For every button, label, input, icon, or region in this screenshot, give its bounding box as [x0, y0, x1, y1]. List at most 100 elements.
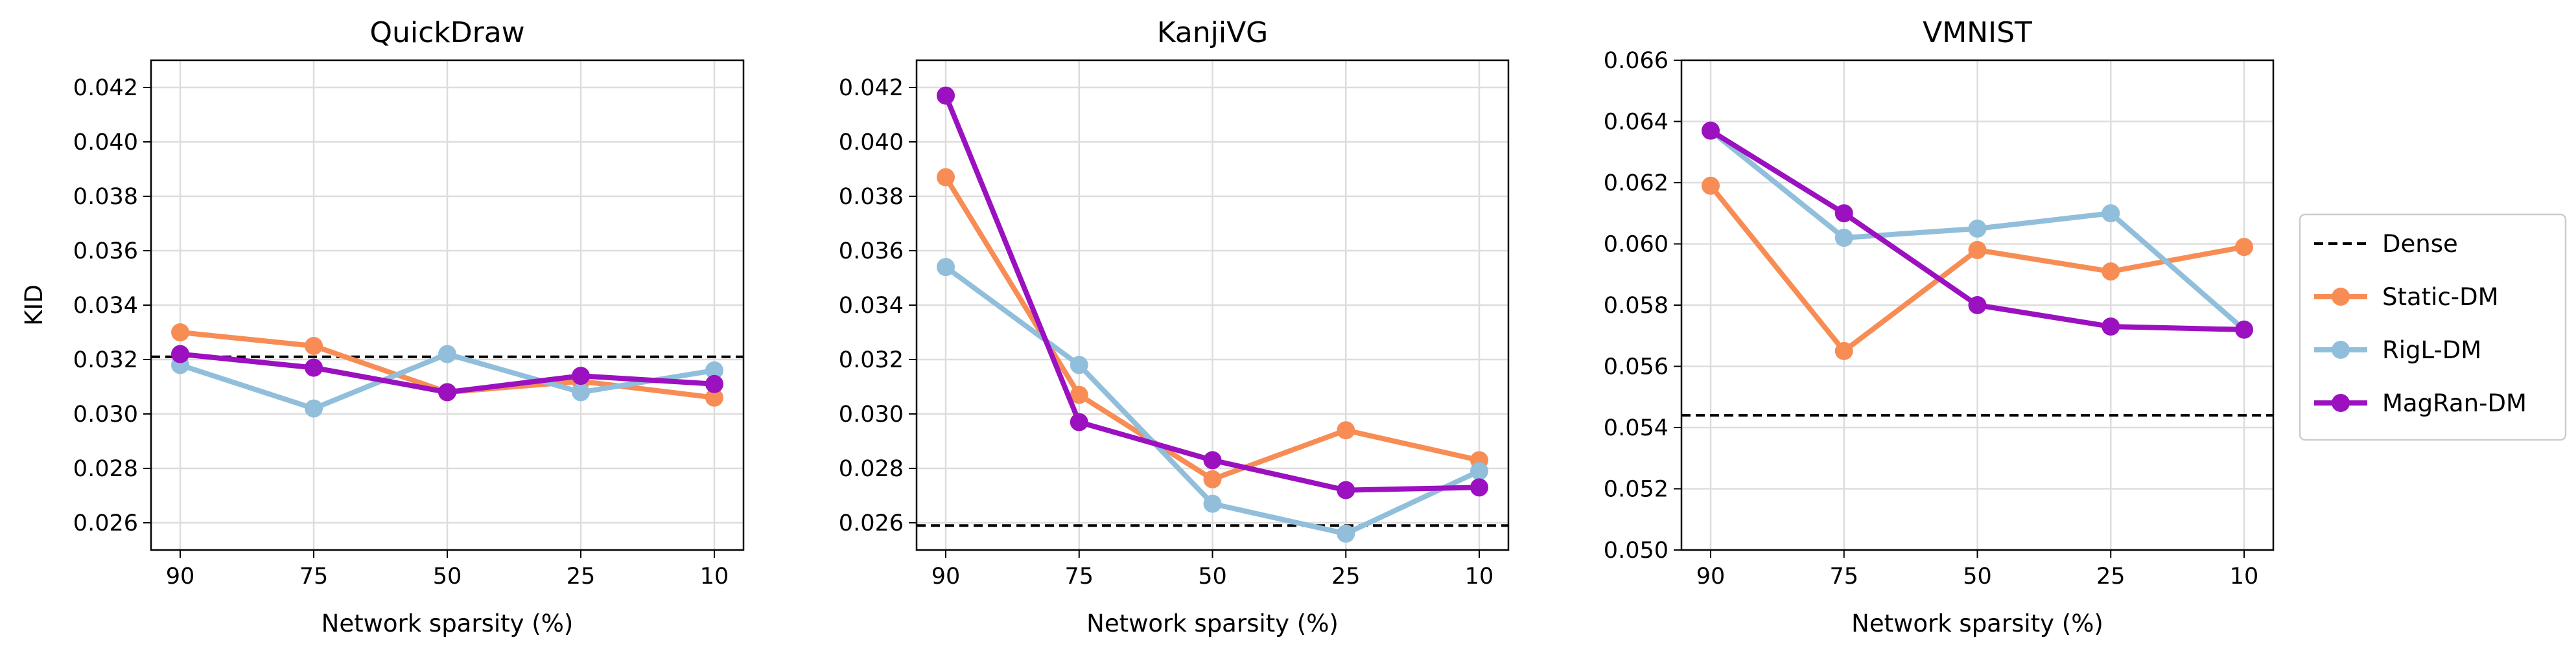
legend-swatch-marker: [2332, 341, 2350, 359]
x-tick-label: 75: [1064, 564, 1094, 590]
x-tick-label: 75: [1829, 564, 1858, 590]
data-point-static-dm: [2235, 238, 2253, 257]
legend-label: Static-DM: [2382, 283, 2499, 311]
y-tick-label: 0.064: [1604, 109, 1669, 135]
y-tick-label: 0.036: [839, 238, 904, 264]
data-point-static-dm: [1203, 470, 1222, 488]
legend-item-dense: Dense: [2314, 230, 2458, 258]
legend-label: RigL-DM: [2382, 336, 2481, 364]
y-tick-label: 0.034: [839, 293, 904, 319]
data-point-magran-dm: [1203, 451, 1222, 470]
legend-item-magran-dm: MagRan-DM: [2314, 389, 2527, 417]
panel-title: KanjiVG: [1157, 16, 1269, 49]
data-point-rigl-dm: [1337, 524, 1355, 543]
data-point-magran-dm: [1702, 121, 1720, 140]
x-tick-label: 10: [2230, 564, 2259, 590]
y-tick-label: 0.042: [839, 75, 904, 101]
data-point-static-dm: [1702, 176, 1720, 195]
legend-swatch-marker: [2332, 394, 2350, 412]
x-tick-label: 75: [299, 564, 329, 590]
y-tick-label: 0.038: [839, 184, 904, 210]
y-tick-label: 0.056: [1604, 354, 1669, 380]
y-tick-label: 0.058: [1604, 293, 1669, 319]
x-tick-label: 50: [433, 564, 462, 590]
data-point-static-dm: [1968, 240, 1987, 259]
data-point-static-dm: [705, 388, 723, 407]
y-tick-label: 0.052: [1604, 477, 1669, 503]
plot-frame: [915, 59, 1510, 551]
data-point-magran-dm: [1070, 413, 1088, 431]
x-axis-label: Network sparsity (%): [322, 610, 574, 637]
data-point-magran-dm: [1337, 481, 1355, 499]
data-point-magran-dm: [572, 367, 590, 385]
data-point-rigl-dm: [305, 399, 323, 418]
x-axis-label: Network sparsity (%): [1086, 610, 1339, 637]
y-tick-label: 0.040: [839, 130, 904, 155]
x-tick-label: 10: [1465, 564, 1494, 590]
x-tick-label: 90: [166, 564, 195, 590]
y-tick-label: 0.026: [839, 510, 904, 536]
data-point-static-dm: [1337, 421, 1355, 440]
panel-quickdraw: 0.026 0.028 0.030 0.032 0.034 0.036 0.038 0.040…: [20, 16, 745, 637]
y-tick-label: 0.030: [839, 402, 904, 428]
x-tick-label: 10: [700, 564, 729, 590]
data-point-rigl-dm: [705, 361, 723, 380]
y-tick-label: 0.040: [73, 130, 138, 155]
x-tick-label: 25: [1331, 564, 1361, 590]
y-tick-label: 0.038: [73, 184, 138, 210]
y-tick-label: 0.032: [73, 347, 138, 373]
data-point-rigl-dm: [572, 383, 590, 402]
data-point-static-dm: [2102, 262, 2120, 281]
x-tick-label: 90: [1696, 564, 1726, 590]
data-point-rigl-dm: [1070, 356, 1088, 374]
legend-label: MagRan-DM: [2382, 389, 2527, 417]
x-tick-label: 50: [1963, 564, 1992, 590]
legend-label: Dense: [2382, 230, 2458, 258]
data-point-rigl-dm: [1470, 462, 1488, 481]
panel-vmnist: 0.050 0.052 0.054 0.056 0.058 0.060 0.062 0.064…: [1604, 16, 2275, 637]
data-point-static-dm: [1834, 341, 1853, 360]
legend-item-static-dm: Static-DM: [2314, 283, 2499, 311]
y-tick-label: 0.032: [839, 347, 904, 373]
y-tick-label: 0.028: [839, 456, 904, 482]
data-point-rigl-dm: [2102, 204, 2120, 223]
data-point-magran-dm: [1834, 204, 1853, 223]
data-point-magran-dm: [1968, 296, 1987, 314]
data-point-magran-dm: [1470, 478, 1488, 497]
data-point-magran-dm: [937, 86, 955, 105]
data-point-magran-dm: [171, 345, 189, 363]
data-point-rigl-dm: [1203, 494, 1222, 513]
data-point-magran-dm: [2102, 317, 2120, 336]
data-point-rigl-dm: [1834, 229, 1853, 247]
data-point-magran-dm: [2235, 320, 2253, 339]
legend-box: [2299, 213, 2567, 441]
y-tick-label: 0.054: [1604, 415, 1669, 441]
plot-frame: [150, 59, 745, 551]
y-tick-label: 0.036: [73, 238, 138, 264]
y-tick-label: 0.066: [1604, 48, 1669, 74]
panel-kanjivg: 0.026 0.028 0.030 0.032 0.034 0.036 0.038 0.040…: [839, 16, 1510, 637]
x-tick-label: 90: [931, 564, 961, 590]
data-point-static-dm: [171, 323, 189, 341]
x-tick-label: 25: [567, 564, 596, 590]
y-axis-label: KID: [20, 284, 48, 326]
y-tick-label: 0.050: [1604, 538, 1669, 564]
data-point-rigl-dm: [1968, 219, 1987, 238]
x-axis-label: Network sparsity (%): [1851, 610, 2103, 637]
y-tick-label: 0.042: [73, 75, 138, 101]
data-point-static-dm: [937, 168, 955, 187]
data-point-static-dm: [305, 337, 323, 355]
legend-item-rigl-dm: RigL-DM: [2314, 336, 2481, 364]
data-point-rigl-dm: [937, 258, 955, 277]
x-tick-label: 50: [1198, 564, 1227, 590]
data-point-magran-dm: [705, 374, 723, 393]
data-point-rigl-dm: [438, 345, 456, 363]
y-tick-label: 0.030: [73, 402, 138, 428]
panel-title: VMNIST: [1923, 16, 2032, 49]
y-tick-label: 0.060: [1604, 232, 1669, 258]
data-point-magran-dm: [438, 383, 456, 402]
legend: Dense Static-DM RigL-DM MagRan-DM: [2299, 213, 2567, 441]
legend-swatch-marker: [2332, 288, 2350, 306]
y-tick-label: 0.026: [73, 510, 138, 536]
